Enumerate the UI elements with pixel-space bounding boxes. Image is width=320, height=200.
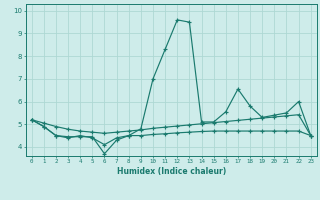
X-axis label: Humidex (Indice chaleur): Humidex (Indice chaleur) [116, 167, 226, 176]
